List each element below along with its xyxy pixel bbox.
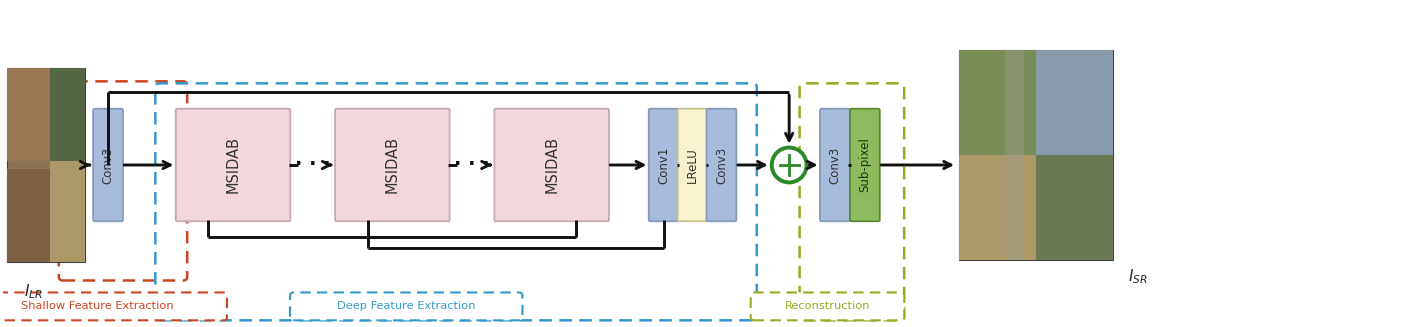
Bar [1036, 50, 1114, 155]
Text: Conv3: Conv3 [715, 146, 727, 184]
Bar [50, 68, 85, 161]
Bar [959, 50, 1114, 260]
Text: Conv3: Conv3 [828, 146, 842, 184]
Circle shape [771, 147, 807, 182]
FancyBboxPatch shape [648, 109, 679, 221]
Text: MSIDAB: MSIDAB [545, 136, 559, 194]
Bar [959, 155, 1036, 260]
Text: Shallow Feature Extraction: Shallow Feature Extraction [21, 301, 174, 311]
Bar [1036, 155, 1114, 260]
Text: MSIDAB: MSIDAB [225, 136, 241, 194]
Bar [7, 68, 85, 262]
Bar [7, 169, 50, 262]
Text: Reconstruction: Reconstruction [785, 301, 870, 311]
FancyBboxPatch shape [821, 109, 850, 221]
Text: · · ·: · · · [454, 156, 490, 175]
Text: $I_{LR}$: $I_{LR}$ [24, 282, 44, 301]
Text: Deep Feature Extraction: Deep Feature Extraction [337, 301, 475, 311]
Text: Conv1: Conv1 [657, 146, 671, 184]
FancyBboxPatch shape [751, 292, 904, 320]
FancyBboxPatch shape [706, 109, 736, 221]
Text: MSIDAB: MSIDAB [385, 136, 400, 194]
Text: $I_{SR}$: $I_{SR}$ [1128, 267, 1148, 286]
Text: Conv3: Conv3 [102, 146, 115, 184]
FancyBboxPatch shape [850, 109, 880, 221]
Bar [1005, 50, 1023, 260]
FancyBboxPatch shape [93, 109, 123, 221]
FancyBboxPatch shape [494, 109, 608, 221]
Text: LReLU: LReLU [686, 147, 699, 183]
Bar [7, 68, 50, 161]
FancyBboxPatch shape [175, 109, 290, 221]
FancyBboxPatch shape [335, 109, 450, 221]
FancyBboxPatch shape [0, 292, 226, 320]
Text: · · ·: · · · [294, 156, 331, 175]
FancyBboxPatch shape [678, 109, 708, 221]
Text: Sub-pixel: Sub-pixel [859, 138, 872, 192]
Bar [959, 50, 1036, 155]
FancyBboxPatch shape [290, 292, 522, 320]
Bar [50, 161, 85, 262]
